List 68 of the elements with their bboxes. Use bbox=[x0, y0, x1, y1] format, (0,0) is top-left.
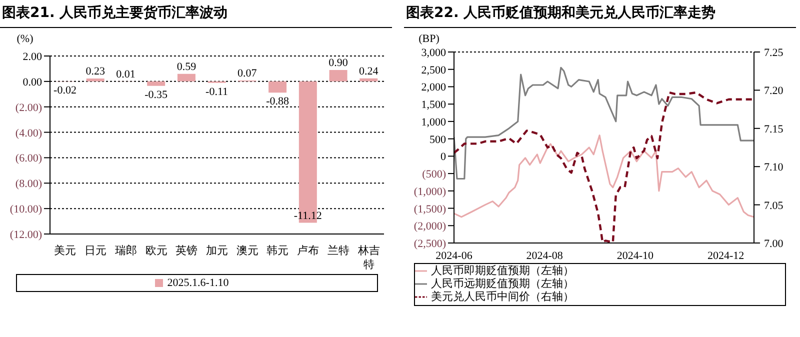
data-label: 0.07 bbox=[238, 68, 258, 80]
y-tick-label: 2,000 bbox=[421, 82, 446, 94]
x-tick-label: 日元 bbox=[84, 244, 107, 257]
data-label: 0.24 bbox=[359, 65, 379, 78]
y-axis-title: (%) bbox=[16, 33, 34, 45]
y-tick-label: (8.00) bbox=[15, 178, 42, 190]
x-tick-label: 欧元 bbox=[145, 244, 168, 257]
bar bbox=[147, 81, 166, 86]
line-series bbox=[454, 134, 754, 218]
y2-tick-label: 7.00 bbox=[764, 238, 784, 250]
legend-label: 人民币即期贬值预期（左轴） bbox=[431, 265, 574, 277]
y-tick-label: (2,000) bbox=[414, 220, 446, 233]
data-label: -0.11 bbox=[206, 86, 228, 98]
y-tick-label: 0 bbox=[440, 151, 446, 164]
y-tick-label: 0.00 bbox=[22, 76, 42, 88]
x-tick-label: 2024-06 bbox=[436, 250, 473, 262]
y-tick-label: (10.00) bbox=[10, 204, 42, 216]
x-tick-label: 瑞郎 bbox=[114, 244, 137, 257]
x-tick-label: 2024-08 bbox=[526, 250, 564, 262]
y-tick-label: 2.00 bbox=[22, 51, 42, 63]
data-label: -0.35 bbox=[144, 88, 168, 101]
y-tick-label: (4.00) bbox=[15, 127, 42, 140]
data-label: 0.59 bbox=[176, 60, 197, 73]
data-label: 0.90 bbox=[328, 56, 348, 69]
y-tick-label: 3,000 bbox=[421, 47, 446, 59]
x-tick-label: 兰特 bbox=[327, 244, 350, 257]
y-tick-label: (6.00) bbox=[15, 152, 42, 165]
line-series bbox=[454, 66, 754, 180]
legend-label: 美元兑人民币中间价（右轴） bbox=[431, 291, 574, 303]
x-tick-label: 英镑 bbox=[176, 244, 198, 257]
x-tick-label: 卢布 bbox=[297, 244, 320, 257]
y-tick-label: 2,500 bbox=[421, 64, 446, 76]
y-tick-label: 500 bbox=[430, 134, 446, 146]
bar bbox=[360, 78, 378, 82]
data-label: 0.01 bbox=[116, 68, 136, 80]
bar bbox=[86, 78, 104, 82]
data-label: 0.23 bbox=[86, 66, 106, 78]
y2-tick-label: 7.15 bbox=[764, 123, 784, 136]
y-tick-label: 1,500 bbox=[421, 99, 446, 112]
bar bbox=[268, 81, 287, 93]
data-label: -0.88 bbox=[266, 96, 290, 108]
bar bbox=[177, 74, 196, 82]
x-tick-label: 澳元 bbox=[236, 244, 258, 257]
x-tick-label: 韩元 bbox=[266, 244, 289, 257]
x-tick-label: 2024-12 bbox=[707, 250, 744, 262]
bar bbox=[329, 70, 348, 82]
y-tick-label: (2,500) bbox=[414, 238, 446, 250]
x-tick-label: 2024-10 bbox=[616, 250, 654, 262]
y2-tick-label: 7.25 bbox=[764, 47, 784, 59]
y-axis-title: (BP) bbox=[418, 33, 440, 45]
data-label: -0.02 bbox=[54, 84, 76, 97]
x-tick-label: 美元 bbox=[54, 244, 76, 257]
chart-title: 图表22. 人民币贬值预期和美元兑人民币汇率走势 bbox=[404, 0, 796, 28]
y-tick-label: (2.00) bbox=[15, 102, 42, 114]
y-tick-label: 1,000 bbox=[421, 116, 446, 128]
x-tick-label: 林吉特 bbox=[356, 244, 380, 271]
chart-title: 图表21. 人民币兑主要货币汇率波动 bbox=[0, 0, 392, 28]
legend-label: 2025.1.6-1.10 bbox=[167, 277, 229, 289]
y-tick-label: (500) bbox=[422, 168, 446, 181]
y2-tick-label: 7.05 bbox=[764, 200, 784, 212]
y2-tick-label: 7.20 bbox=[764, 85, 784, 98]
y-tick-label: (12.00) bbox=[10, 229, 42, 241]
x-tick-label: 加元 bbox=[206, 244, 228, 257]
legend-label: 人民币远期贬值预期（左轴） bbox=[431, 278, 574, 290]
y2-tick-label: 7.10 bbox=[764, 162, 784, 174]
y-tick-label: (1,500) bbox=[414, 203, 446, 216]
y-tick-label: (1,000) bbox=[414, 186, 446, 198]
data-label: -11.12 bbox=[294, 210, 322, 222]
